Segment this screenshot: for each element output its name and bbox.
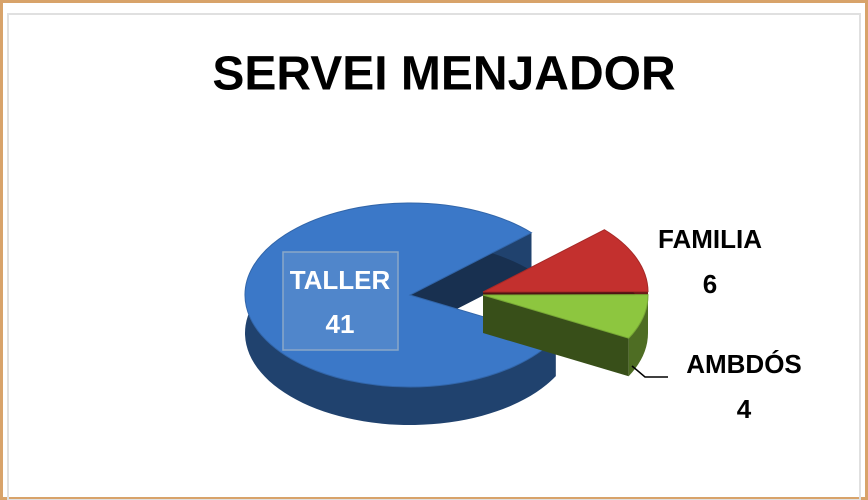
data-label-category: FAMILIA [658, 224, 762, 254]
pie [244, 202, 649, 425]
slice [482, 229, 649, 293]
slice [482, 294, 649, 339]
labels: TALLER 41 FAMILIA 6 AMBDÓS 4 [282, 224, 802, 424]
data-label-category: TALLER [290, 265, 391, 295]
inner-frame [7, 13, 861, 500]
label-box [282, 251, 399, 351]
data-label-value: 6 [703, 269, 717, 299]
leader-line [631, 365, 668, 378]
chart-title: SERVEI MENJADOR [212, 48, 675, 101]
slice-wall [483, 295, 629, 377]
data-label-category: AMBDÓS [686, 349, 802, 379]
slice [244, 202, 557, 388]
data-label-value: 41 [326, 309, 355, 339]
slice-side [628, 294, 648, 377]
data-label-value: 4 [737, 394, 752, 424]
